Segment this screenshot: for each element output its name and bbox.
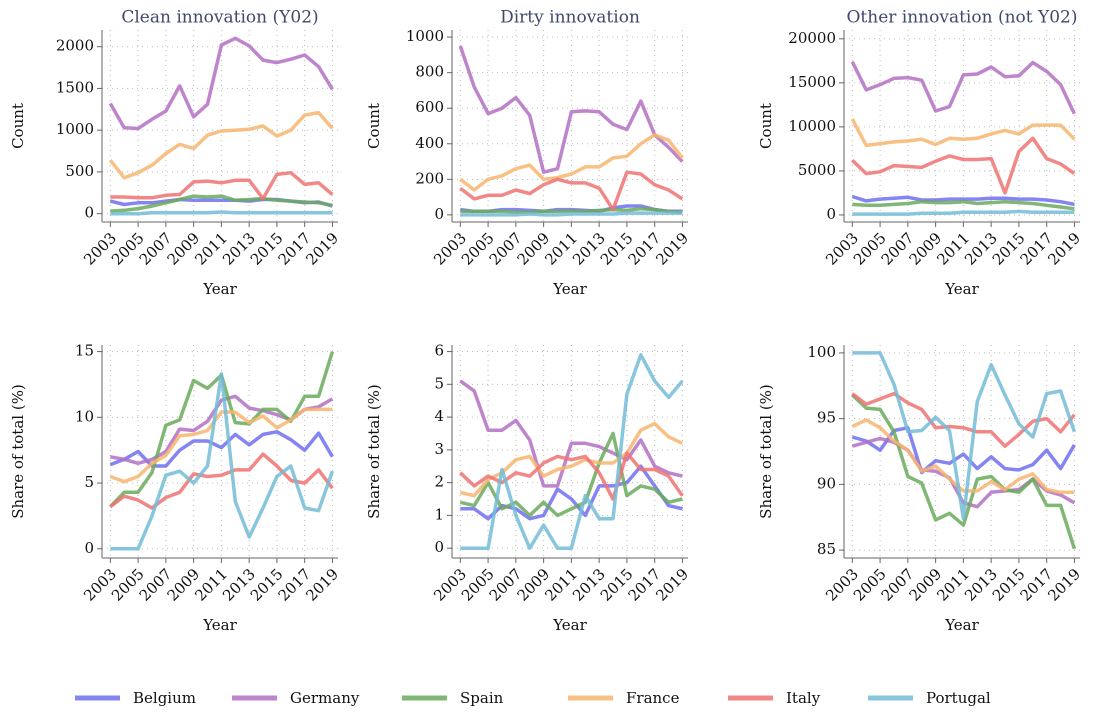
series-line — [459, 451, 684, 501]
series-line — [851, 436, 1076, 509]
y-tick-label: 600 — [415, 98, 444, 116]
y-tick-label: 0 — [84, 204, 94, 222]
legend-label: Spain — [460, 689, 504, 707]
series-line — [460, 211, 683, 217]
series-line — [851, 136, 1076, 195]
series-line — [108, 110, 334, 180]
x-tick-label: 2019 — [302, 229, 342, 269]
panel-title: Dirty innovation — [500, 8, 640, 28]
y-axis-label: Share of total (%) — [757, 384, 775, 519]
y-tick-label: 0 — [84, 539, 94, 557]
x-axis-label: Year — [944, 280, 979, 298]
x-axis-label: Year — [202, 616, 237, 634]
y-tick-label: 3 — [434, 440, 444, 458]
y-tick-label: 0 — [434, 538, 444, 556]
x-tick-label: 2019 — [652, 565, 692, 605]
y-tick-label: 800 — [415, 63, 444, 81]
y-tick-label: 4 — [434, 407, 444, 425]
series-line — [460, 464, 683, 521]
series-line — [459, 379, 683, 488]
y-tick-label: 15 — [75, 342, 94, 360]
series-line — [110, 194, 333, 213]
y-tick-label: 100 — [807, 343, 836, 361]
x-tick-label: 2019 — [652, 229, 692, 269]
series-line — [852, 209, 1075, 216]
panel: 0500010000150002000020032005200720092011… — [757, 8, 1084, 299]
legend-label: Belgium — [133, 689, 196, 707]
y-tick-label: 85 — [817, 540, 836, 558]
y-tick-label: 0 — [434, 205, 444, 223]
series-line — [458, 45, 684, 174]
series-line — [459, 170, 684, 212]
y-axis-label: Count — [365, 103, 383, 149]
series-line — [852, 351, 1077, 521]
panel-title: Clean innovation (Y02) — [121, 8, 318, 28]
y-tick-label: 2000 — [56, 37, 94, 55]
y-axis-label: Share of total (%) — [9, 384, 27, 519]
x-axis-label: Year — [202, 280, 237, 298]
y-tick-label: 20000 — [788, 29, 836, 47]
series-line — [852, 199, 1075, 211]
x-axis-label: Year — [944, 616, 979, 634]
panel: 0123456200320052007200920112013201520172… — [365, 342, 692, 634]
series-line — [459, 133, 684, 192]
y-tick-label: 1500 — [56, 78, 94, 96]
legend-label: Italy — [786, 689, 821, 707]
y-tick-label: 90 — [817, 474, 836, 492]
series-line — [460, 353, 684, 550]
series-line — [850, 60, 1076, 115]
series-line — [110, 372, 335, 551]
y-tick-label: 15000 — [788, 73, 836, 91]
y-tick-label: 1000 — [406, 27, 444, 45]
series-line — [110, 170, 334, 201]
y-axis-label: Count — [757, 103, 775, 149]
series-line — [459, 421, 684, 498]
y-tick-label: 1 — [434, 505, 444, 523]
series-line — [108, 36, 334, 131]
y-tick-label: 10 — [75, 407, 94, 425]
y-tick-label: 6 — [434, 342, 444, 360]
y-tick-label: 2 — [434, 473, 444, 491]
y-axis-label: Count — [9, 103, 27, 149]
series-line — [851, 194, 1075, 207]
series-line — [850, 118, 1076, 148]
y-tick-label: 1000 — [56, 120, 94, 138]
panel-title: Other innovation (not Y02) — [846, 8, 1077, 28]
panel: 0200400600800100020032005200720092011201… — [365, 8, 692, 299]
y-axis-label: Share of total (%) — [365, 384, 383, 519]
x-tick-label: 2019 — [1044, 565, 1084, 605]
y-tick-label: 0 — [826, 205, 836, 223]
x-tick-label: 2019 — [1044, 229, 1084, 269]
panel: 0500100015002000200320052007200920112013… — [9, 8, 342, 299]
panel: 8590951002003200520072009201120132015201… — [757, 343, 1084, 634]
legend-label: Portugal — [926, 689, 991, 707]
series-line — [851, 418, 1075, 495]
legend-label: France — [626, 689, 680, 707]
x-axis-label: Year — [552, 280, 587, 298]
series-line — [110, 210, 333, 216]
series-line — [460, 206, 683, 214]
y-tick-label: 95 — [817, 409, 836, 427]
series-line — [109, 407, 333, 484]
panel: 0510152003200520072009201120132015201720… — [9, 342, 342, 634]
y-tick-label: 200 — [415, 169, 444, 187]
y-tick-label: 5 — [84, 473, 94, 491]
x-axis-label: Year — [552, 616, 587, 634]
legend-label: Germany — [290, 689, 360, 707]
y-tick-label: 5000 — [798, 161, 836, 179]
series-line — [851, 393, 1077, 550]
y-tick-label: 500 — [65, 162, 94, 180]
y-tick-label: 5 — [434, 374, 444, 392]
y-tick-label: 400 — [415, 134, 444, 152]
y-tick-label: 10000 — [788, 117, 836, 135]
x-tick-label: 2019 — [302, 565, 342, 605]
